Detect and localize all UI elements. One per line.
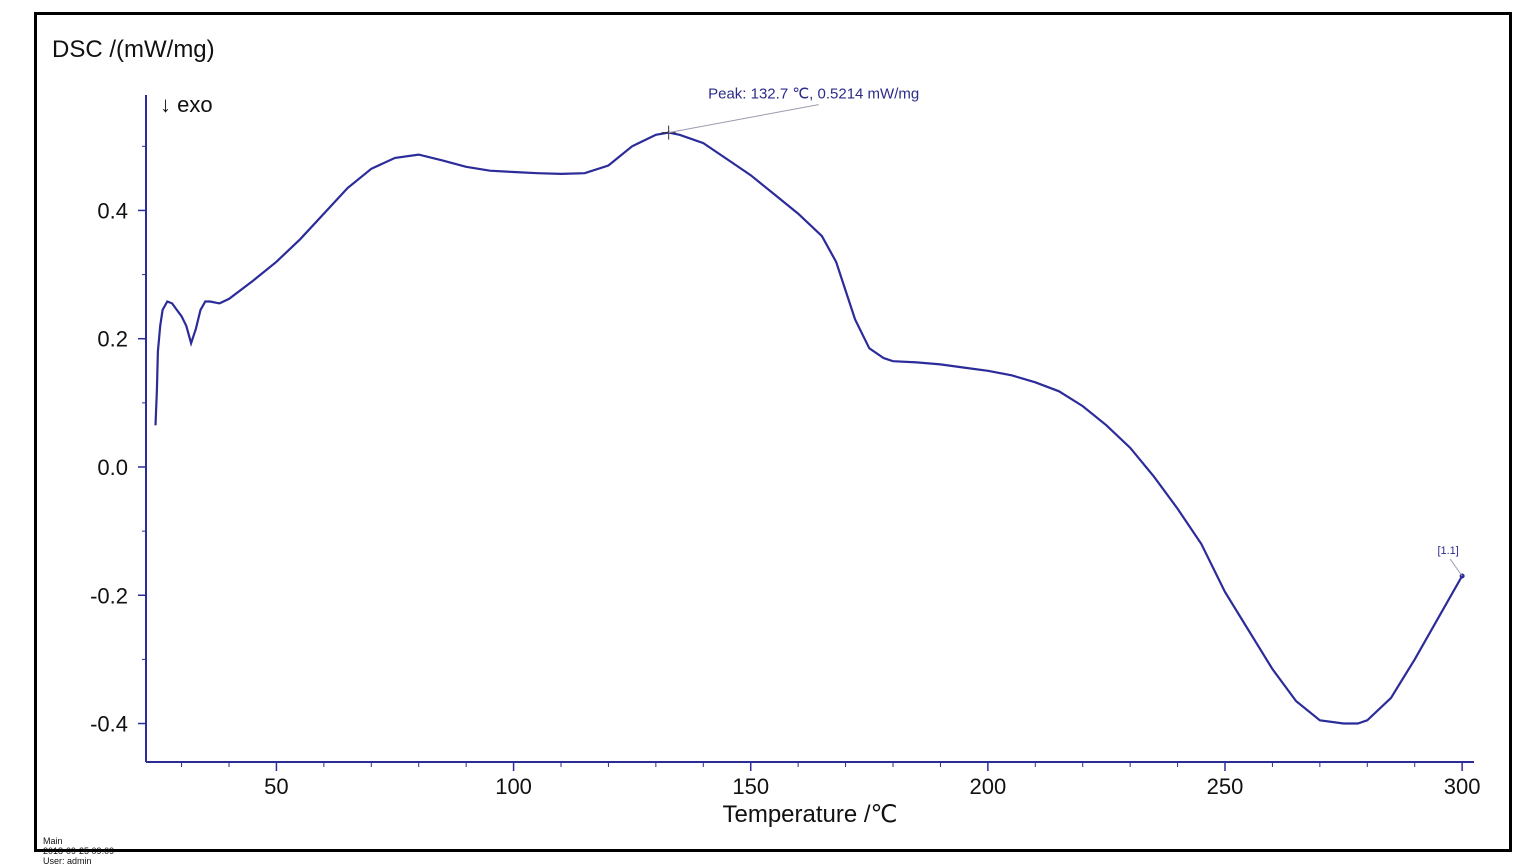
y-tick-label: -0.2	[90, 583, 128, 608]
dsc-curve	[154, 131, 1464, 725]
ticks: 50 100 150 200 250 300 0.4 0.2 0.0 -0.2 -0.4	[90, 145, 1481, 799]
y-tick-label: -0.4	[90, 712, 128, 737]
x-tick-label: 150	[732, 774, 769, 799]
exo-direction-note: ↓ exo	[160, 92, 213, 117]
y-tick-label: 0.2	[97, 327, 128, 352]
dsc-chart: DSC /(mW/mg) ↓ exo 50 100 150 200 250 300 0.4 0…	[52, 36, 1481, 828]
peak-annotation: Peak: 132.7 ℃, 0.5214 mW/mg	[708, 86, 919, 103]
footer-info: Main 2018-09-25 09:09 User: admin	[38, 826, 124, 866]
x-tick-label: 50	[264, 774, 288, 799]
x-axis-title: Temperature /℃	[722, 801, 897, 828]
peak-leader-line	[668, 104, 819, 134]
x-tick-label: 250	[1207, 774, 1244, 799]
chart-frame	[34, 12, 1512, 852]
footer-user: User: admin	[43, 856, 92, 866]
x-tick-label: 200	[969, 774, 1006, 799]
axes	[145, 95, 1474, 763]
end-point-label: [1.1]	[1437, 545, 1458, 557]
footer-timestamp: 2018-09-25 09:09	[43, 846, 115, 856]
y-tick-label: 0.4	[97, 198, 128, 223]
y-tick-label: 0.0	[97, 455, 128, 480]
x-tick-label: 300	[1444, 774, 1481, 799]
end-leader-line	[1449, 558, 1463, 577]
x-tick-label: 100	[495, 774, 532, 799]
annotations: Peak: 132.7 ℃, 0.5214 mW/mg [1.1]	[661, 86, 1465, 579]
y-axis-title: DSC /(mW/mg)	[52, 36, 215, 63]
